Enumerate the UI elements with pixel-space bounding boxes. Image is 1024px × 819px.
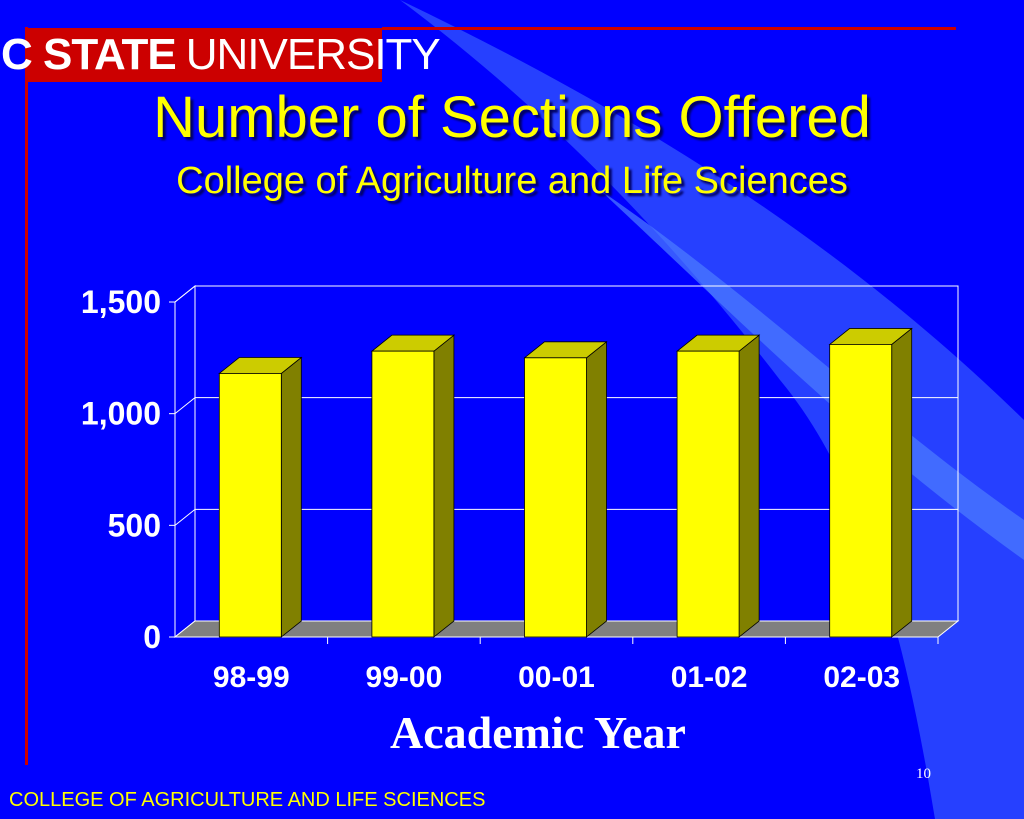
x-axis-label: Academic Year	[390, 707, 686, 758]
bar	[370, 334, 456, 638]
chart-bars	[218, 327, 913, 638]
top-red-line	[382, 27, 956, 30]
logo-text-light: UNIVERSITY	[185, 30, 441, 79]
bar-front	[524, 357, 587, 638]
x-tick-label: 00-01	[518, 661, 595, 694]
bar-front	[829, 344, 893, 638]
x-tick-label: 01-02	[671, 661, 748, 694]
slide-subtitle: College of Agriculture and Life Sciences	[176, 160, 848, 202]
x-tick-label: 02-03	[823, 661, 900, 694]
bar-side	[586, 341, 607, 638]
slide-title: Number of Sections Offered	[153, 85, 871, 150]
x-tick-label: 99-00	[366, 661, 443, 694]
logo-text-bold: NC STATE	[0, 30, 177, 79]
gridline-side	[174, 508, 196, 526]
footer-college-name: COLLEGE OF AGRICULTURE AND LIFE SCIENCES	[9, 789, 486, 811]
bar-side	[891, 327, 913, 638]
y-tick-label: 1,500	[81, 284, 161, 320]
bar-side	[433, 334, 455, 638]
bar	[675, 334, 761, 638]
x-axis-ticks: 98-99 99-00 00-01 01-02 02-03	[213, 637, 939, 694]
x-tick-label: 98-99	[213, 661, 290, 694]
university-logo: NC STATE UNIVERSITY	[0, 28, 441, 82]
bar-side	[738, 334, 760, 638]
page-number: 10	[916, 766, 931, 782]
bar-front	[371, 350, 435, 638]
y-axis-ticks: 0 500 1,000 1,500	[81, 284, 175, 655]
bar	[218, 356, 303, 638]
left-red-line	[25, 27, 28, 765]
bar	[523, 341, 608, 638]
chart-side-wall	[174, 284, 196, 639]
bar-front	[218, 373, 282, 638]
gridline-side	[174, 285, 196, 303]
y-tick-label: 0	[143, 619, 161, 655]
gridline-side	[174, 397, 196, 415]
bar	[828, 327, 913, 638]
y-tick-label: 500	[108, 507, 161, 543]
y-tick-label: 1,000	[81, 396, 161, 432]
bar-side	[280, 356, 302, 638]
bar-front	[676, 350, 740, 638]
